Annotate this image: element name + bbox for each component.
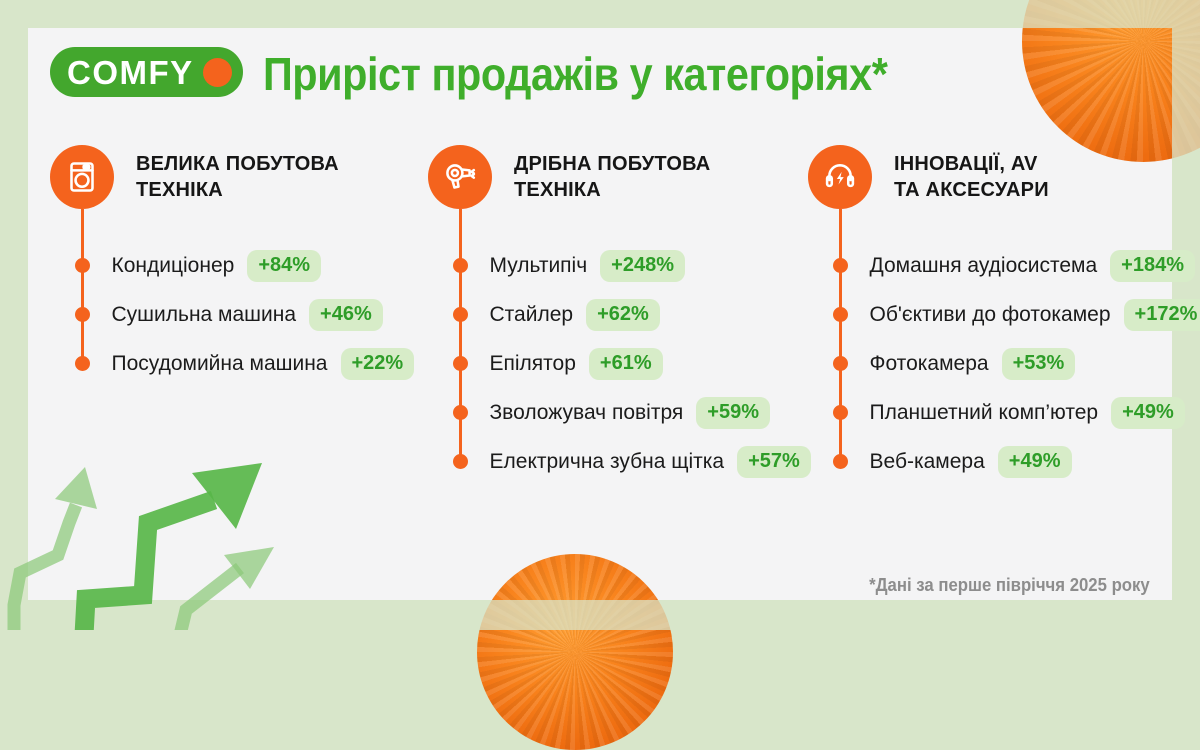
growth-badge: +84% xyxy=(247,249,322,282)
list-item: Посудомийна машина +22% xyxy=(50,339,420,388)
growth-arrow-light-left xyxy=(7,502,83,630)
growth-badge: +57% xyxy=(737,445,811,478)
timeline-dot-icon xyxy=(832,405,848,420)
hair-dryer-icon xyxy=(428,145,492,209)
item-label: Кондиціонер xyxy=(111,253,235,277)
growth-arrow-dark xyxy=(74,491,218,630)
content-layer: COMFY Приріст продажів у категоріях* ВЕЛ… xyxy=(50,47,1200,595)
growth-badge: +53% xyxy=(1001,347,1076,380)
item-label: Зволожувач повітря xyxy=(489,400,684,424)
footnote: *Дані за перше півріччя 2025 року xyxy=(869,575,1150,595)
timeline-line xyxy=(838,209,842,462)
growth-badge: +172% xyxy=(1123,298,1200,331)
item-label: Планшетний комп’ютер xyxy=(869,400,1099,424)
list-item: Домашня аудіосистема +184% xyxy=(808,241,1196,290)
list-item: Планшетний комп’ютер +49% xyxy=(808,388,1185,437)
column-small-appliances: ДРІБНА ПОБУТОВА ТЕХНІКА Мультипіч +248% Ста… xyxy=(428,145,811,478)
list-item: Стайлер +62% xyxy=(428,290,798,339)
category-header: ІННОВАЦІЇ, AV ТА АКСЕСУАРИ xyxy=(808,145,1178,209)
growth-badge: +49% xyxy=(997,445,1072,478)
frame-strip-top xyxy=(0,0,1200,28)
category-header: ДРІБНА ПОБУТОВА ТЕХНІКА xyxy=(428,145,798,209)
growth-badge: +22% xyxy=(340,347,415,380)
timeline-dot-icon xyxy=(452,405,468,420)
item-label: Стайлер xyxy=(489,302,574,326)
category-items: Домашня аудіосистема +184% Об'єктиви до фо… xyxy=(808,241,1200,486)
list-item: Об'єктиви до фотокамер +172% xyxy=(808,290,1200,339)
growth-arrow-light-right xyxy=(174,562,244,630)
list-item: Епілятор +61% xyxy=(428,339,798,388)
category-title: ІННОВАЦІЇ, AV ТА АКСЕСУАРИ xyxy=(894,153,1049,201)
category-title: ДРІБНА ПОБУТОВА ТЕХНІКА xyxy=(514,153,711,201)
item-label: Сушильна машина xyxy=(111,302,297,326)
item-label: Мультипіч xyxy=(489,253,588,277)
timeline-dot-icon xyxy=(452,454,468,469)
frame-strip-left xyxy=(0,28,28,600)
growth-arrow-dark-head xyxy=(192,463,262,529)
timeline-dot-icon xyxy=(832,307,848,322)
category-items: Мультипіч +248% Стайлер +62% Епілятор +61% Зво… xyxy=(428,241,811,486)
growth-arrows-decoration xyxy=(7,463,274,630)
washing-machine-icon xyxy=(50,145,114,209)
list-item: Електрична зубна щітка +57% xyxy=(428,437,811,486)
list-item: Кондиціонер +84% xyxy=(50,241,420,290)
item-label: Фотокамера xyxy=(869,351,989,375)
list-item: Сушильна машина +46% xyxy=(50,290,420,339)
item-label: Посудомийна машина xyxy=(111,351,328,375)
list-item: Фотокамера +53% xyxy=(808,339,1178,388)
growth-badge: +46% xyxy=(309,298,383,331)
timeline-line xyxy=(80,209,84,364)
timeline-line xyxy=(458,209,462,462)
growth-badge: +49% xyxy=(1111,396,1185,429)
timeline-dot-icon xyxy=(832,258,848,273)
item-label: Електрична зубна щітка xyxy=(489,449,725,473)
column-large-appliances: ВЕЛИКА ПОБУТОВА ТЕХНІКА Кондиціонер +84% Су… xyxy=(50,145,420,380)
item-label: Об'єктиви до фотокамер xyxy=(869,302,1111,326)
growth-badge: +184% xyxy=(1110,249,1196,282)
logo-dot-icon xyxy=(202,57,232,87)
logo-text: COMFY xyxy=(67,53,194,91)
item-label: Домашня аудіосистема xyxy=(869,253,1098,277)
list-item: Веб-камера +49% xyxy=(808,437,1178,486)
category-title: ВЕЛИКА ПОБУТОВА ТЕХНІКА xyxy=(136,153,339,201)
growth-badge: +59% xyxy=(696,396,770,429)
list-item: Мультипіч +248% xyxy=(428,241,798,290)
timeline-dot-icon xyxy=(832,454,848,469)
timeline-dot-icon xyxy=(832,356,848,371)
growth-arrow-light-right-head xyxy=(224,547,274,589)
category-header: ВЕЛИКА ПОБУТОВА ТЕХНІКА xyxy=(50,145,420,209)
comfy-logo: COMFY xyxy=(50,47,243,97)
timeline-dot-icon xyxy=(452,307,468,322)
timeline-dot-icon xyxy=(74,258,90,273)
timeline-dot-icon xyxy=(452,258,468,273)
timeline-dot-icon xyxy=(74,307,90,322)
list-item: Зволожувач повітря +59% xyxy=(428,388,798,437)
growth-arrow-light-left-head xyxy=(55,467,97,509)
growth-badge: +62% xyxy=(586,298,660,331)
item-label: Епілятор xyxy=(489,351,576,375)
headphones-icon xyxy=(808,145,872,209)
growth-badge: +61% xyxy=(588,347,663,380)
timeline-dot-icon xyxy=(452,356,468,371)
timeline-dot-icon xyxy=(74,356,90,371)
category-items: Кондиціонер +84% Сушильна машина +46% Посудо… xyxy=(50,241,420,388)
growth-badge: +248% xyxy=(600,249,685,282)
item-label: Веб-камера xyxy=(869,449,985,473)
column-innovations-av: ІННОВАЦІЇ, AV ТА АКСЕСУАРИ Домашня аудіос… xyxy=(808,145,1200,478)
page-title: Приріст продажів у категоріях* xyxy=(263,48,888,100)
